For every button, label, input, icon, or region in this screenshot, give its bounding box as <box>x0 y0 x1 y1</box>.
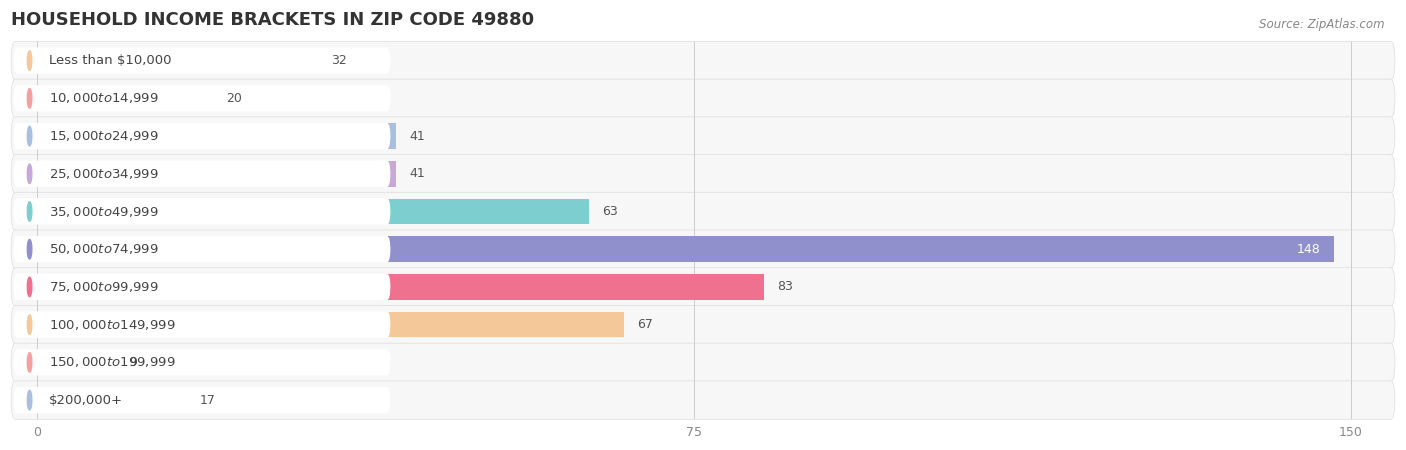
Bar <box>38 161 396 187</box>
Bar <box>38 123 396 149</box>
Bar <box>38 48 318 73</box>
Bar <box>38 312 624 338</box>
Bar <box>38 236 1333 262</box>
Circle shape <box>27 353 32 372</box>
Text: $75,000 to $99,999: $75,000 to $99,999 <box>49 280 159 294</box>
Bar <box>38 86 212 111</box>
Text: $200,000+: $200,000+ <box>49 394 122 407</box>
Text: 17: 17 <box>200 394 215 407</box>
FancyBboxPatch shape <box>11 230 1395 269</box>
FancyBboxPatch shape <box>14 349 391 376</box>
Text: $35,000 to $49,999: $35,000 to $49,999 <box>49 204 159 219</box>
FancyBboxPatch shape <box>14 47 391 74</box>
Text: 41: 41 <box>409 130 426 143</box>
Text: 32: 32 <box>330 54 346 67</box>
Circle shape <box>27 315 32 334</box>
Bar <box>38 350 117 375</box>
Text: 20: 20 <box>226 92 242 105</box>
Text: $100,000 to $149,999: $100,000 to $149,999 <box>49 318 176 332</box>
Text: $25,000 to $34,999: $25,000 to $34,999 <box>49 167 159 181</box>
FancyBboxPatch shape <box>11 268 1395 306</box>
Text: $15,000 to $24,999: $15,000 to $24,999 <box>49 129 159 143</box>
Text: 41: 41 <box>409 167 426 180</box>
FancyBboxPatch shape <box>14 387 391 413</box>
Text: 9: 9 <box>129 356 138 369</box>
Text: $50,000 to $74,999: $50,000 to $74,999 <box>49 242 159 256</box>
FancyBboxPatch shape <box>11 343 1395 382</box>
FancyBboxPatch shape <box>11 381 1395 419</box>
Text: 83: 83 <box>778 280 793 293</box>
Bar <box>38 387 187 413</box>
Text: 67: 67 <box>637 318 654 331</box>
Text: 148: 148 <box>1296 243 1320 256</box>
Bar <box>38 199 589 225</box>
Circle shape <box>27 277 32 297</box>
FancyBboxPatch shape <box>11 192 1395 231</box>
FancyBboxPatch shape <box>14 123 391 149</box>
FancyBboxPatch shape <box>11 117 1395 155</box>
Circle shape <box>27 51 32 70</box>
Text: $10,000 to $14,999: $10,000 to $14,999 <box>49 91 159 105</box>
FancyBboxPatch shape <box>11 306 1395 344</box>
FancyBboxPatch shape <box>14 198 391 225</box>
Text: Source: ZipAtlas.com: Source: ZipAtlas.com <box>1260 18 1385 31</box>
Text: Less than $10,000: Less than $10,000 <box>49 54 172 67</box>
FancyBboxPatch shape <box>14 274 391 300</box>
FancyBboxPatch shape <box>14 236 391 262</box>
Circle shape <box>27 239 32 259</box>
Text: 63: 63 <box>602 205 619 218</box>
FancyBboxPatch shape <box>11 154 1395 193</box>
Text: $150,000 to $199,999: $150,000 to $199,999 <box>49 356 176 369</box>
Circle shape <box>27 202 32 221</box>
FancyBboxPatch shape <box>14 85 391 112</box>
Text: HOUSEHOLD INCOME BRACKETS IN ZIP CODE 49880: HOUSEHOLD INCOME BRACKETS IN ZIP CODE 49… <box>11 11 534 29</box>
Circle shape <box>27 164 32 184</box>
FancyBboxPatch shape <box>11 41 1395 80</box>
FancyBboxPatch shape <box>11 79 1395 117</box>
FancyBboxPatch shape <box>14 311 391 338</box>
Circle shape <box>27 126 32 146</box>
FancyBboxPatch shape <box>14 161 391 187</box>
Bar <box>38 274 765 300</box>
Circle shape <box>27 89 32 108</box>
Circle shape <box>27 390 32 410</box>
